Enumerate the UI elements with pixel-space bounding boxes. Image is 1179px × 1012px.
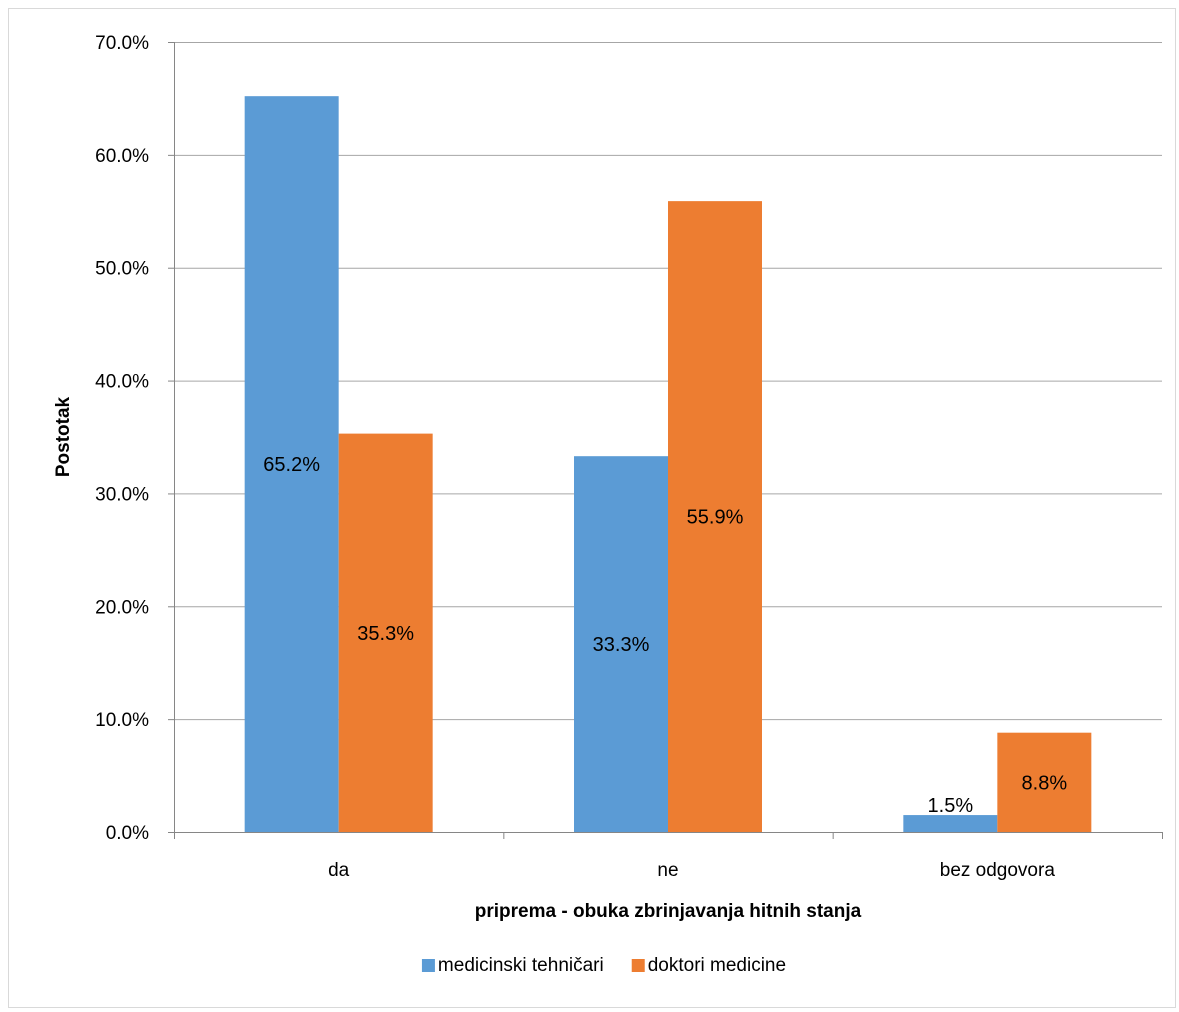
legend-item: doktori medicine: [631, 955, 786, 976]
y-tick-label: 60.0%: [95, 146, 149, 167]
x-tick-label: bez odgovora: [940, 860, 1056, 881]
legend-item: medicinski tehničari: [421, 955, 604, 976]
legend: medicinski tehničari doktori medicine: [421, 955, 786, 976]
y-tick-label: 10.0%: [95, 710, 149, 731]
axes: 0.0% 10.0% 20.0% 30.0% 40.0% 50.0% 60.0% 70.0% d…: [95, 33, 1163, 881]
x-tick-label: da: [328, 860, 350, 881]
bar: [668, 201, 762, 833]
data-label: 33.3%: [593, 634, 650, 656]
bar: [338, 433, 433, 832]
bar: [574, 456, 668, 832]
data-label: 55.9%: [687, 507, 744, 529]
y-axis-title: Postotak: [53, 396, 74, 477]
legend-swatch: [421, 959, 435, 972]
y-tick-label: 70.0%: [95, 33, 149, 54]
y-tick-label: 0.0%: [106, 823, 149, 844]
bar: [903, 815, 998, 832]
data-label: 65.2%: [263, 454, 320, 476]
bars: [244, 96, 1092, 833]
legend-swatch: [631, 959, 645, 972]
bar: [997, 732, 1092, 832]
x-tick-label: ne: [657, 860, 678, 881]
data-label: 35.3%: [357, 623, 414, 645]
data-label: 1.5%: [928, 795, 974, 817]
y-tick-label: 20.0%: [95, 597, 149, 618]
data-label: 8.8%: [1022, 772, 1068, 794]
legend-label: medicinski tehničari: [438, 955, 604, 976]
x-axis-title: priprema - obuka zbrinjavanja hitnih sta…: [475, 901, 862, 922]
legend-label: doktori medicine: [648, 955, 786, 976]
y-tick-label: 40.0%: [95, 372, 149, 393]
data-labels: 65.2% 35.3% 33.3% 55.9% 1.5% 8.8%: [263, 454, 1067, 817]
y-tick-label: 50.0%: [95, 259, 149, 280]
y-tick-label: 30.0%: [95, 484, 149, 505]
bar: [244, 96, 339, 832]
